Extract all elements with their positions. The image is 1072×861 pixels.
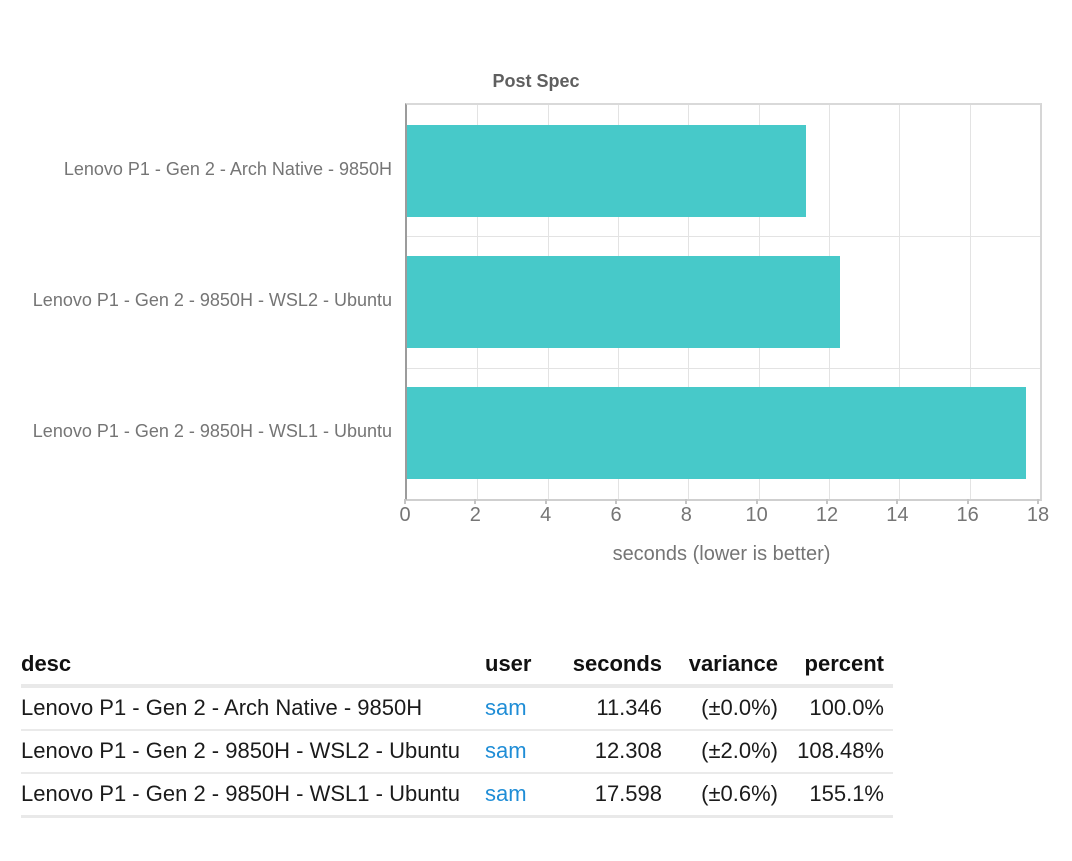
x-tick-label: 0: [399, 504, 411, 526]
cell-percent: 108.48%: [778, 730, 893, 774]
column-header-user: user: [485, 646, 547, 688]
cell-user: sam: [485, 773, 547, 818]
band-separator: [407, 236, 1040, 238]
column-header-desc: desc: [21, 646, 485, 688]
cell-user: sam: [485, 686, 547, 731]
results-table: desc user seconds variance percent Lenovo P1…: [21, 646, 893, 818]
x-tick-mark: [474, 499, 477, 504]
cell-seconds: 12.308: [547, 730, 662, 774]
column-header-variance: variance: [662, 646, 778, 688]
chart-title: Post Spec: [492, 71, 580, 91]
x-tick-label: 6: [610, 504, 622, 526]
x-axis-title: seconds (lower is better): [612, 543, 831, 565]
category-label: Lenovo P1 - Gen 2 - 9850H - WSL2 - Ubunt…: [32, 290, 392, 310]
x-tick-label: 18: [1026, 504, 1050, 526]
column-header-seconds: seconds: [547, 646, 662, 688]
cell-variance: (±0.0%): [662, 686, 778, 731]
x-tick-label: 4: [540, 504, 552, 526]
x-tick-label: 14: [886, 504, 909, 526]
table-row: Lenovo P1 - Gen 2 - 9850H - WSL2 - Ubunt…: [21, 730, 893, 774]
x-tick-mark: [755, 499, 758, 504]
cell-desc: Lenovo P1 - Gen 2 - Arch Native - 9850H: [21, 686, 485, 731]
cell-variance: (±0.6%): [662, 773, 778, 818]
category-label: Lenovo P1 - Gen 2 - 9850H - WSL1 - Ubunt…: [32, 421, 392, 442]
x-tick-label: 2: [469, 504, 481, 526]
band-separator: [407, 367, 1040, 369]
x-tick-mark: [896, 499, 899, 504]
x-tick-label: 10: [745, 504, 768, 526]
cell-desc: Lenovo P1 - Gen 2 - 9850H - WSL2 - Ubunt…: [21, 730, 485, 774]
user-link[interactable]: sam: [485, 738, 527, 763]
category-label: Lenovo P1 - Gen 2 - Arch Native - 9850H: [63, 158, 392, 179]
x-tick-label: 8: [680, 504, 692, 526]
cell-percent: 100.0%: [778, 686, 893, 731]
x-tick-mark: [1037, 499, 1039, 504]
bar: [407, 387, 1026, 480]
x-tick-label: 12: [815, 504, 839, 526]
cell-seconds: 11.346: [547, 686, 662, 731]
x-tick-label: 16: [956, 504, 979, 526]
x-tick-mark: [685, 499, 688, 504]
table-row: Lenovo P1 - Gen 2 - 9850H - WSL1 - Ubunt…: [21, 773, 893, 818]
x-tick-mark: [615, 499, 617, 504]
table-header-row: desc user seconds variance percent: [21, 646, 893, 688]
plot-area: [405, 103, 1042, 501]
cell-seconds: 17.598: [547, 773, 662, 818]
gridline: [969, 105, 971, 499]
bar: [407, 124, 806, 217]
user-link[interactable]: sam: [485, 695, 527, 720]
user-link[interactable]: sam: [485, 781, 527, 806]
gridline: [899, 105, 901, 499]
x-tick-mark: [826, 499, 828, 504]
cell-user: sam: [485, 730, 547, 774]
cell-percent: 155.1%: [778, 773, 893, 818]
column-header-percent: percent: [778, 646, 893, 688]
table-row: Lenovo P1 - Gen 2 - Arch Native - 9850H s…: [21, 686, 893, 731]
x-tick-mark: [404, 499, 406, 504]
cell-variance: (±2.0%): [662, 730, 778, 774]
x-tick-mark: [544, 499, 547, 504]
cell-desc: Lenovo P1 - Gen 2 - 9850H - WSL1 - Ubunt…: [21, 773, 485, 818]
bar: [407, 256, 840, 348]
x-tick-mark: [966, 499, 969, 504]
